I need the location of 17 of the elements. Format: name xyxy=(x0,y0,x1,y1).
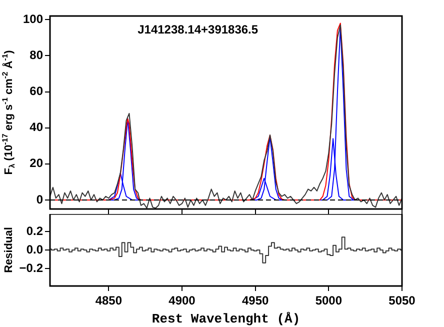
x-axis-title: Rest Wavelenght (Å) xyxy=(152,311,300,326)
y-tick-label: 100 xyxy=(22,12,44,26)
x-tick-label: 5050 xyxy=(388,294,416,308)
x-tick-label: 5000 xyxy=(315,294,342,308)
text: J141238.14+391836.5 xyxy=(138,22,258,36)
y-tick-label: 0.0 xyxy=(26,242,44,256)
y-tick-label: 60 xyxy=(30,84,44,98)
y-axis-title: Residual xyxy=(3,227,16,273)
y-tick-label: 20 xyxy=(30,156,44,170)
y-tick-label: −0.2 xyxy=(19,260,44,275)
x-tick-label: 4950 xyxy=(242,294,270,308)
y-tick-label: 40 xyxy=(30,120,44,134)
y-tick-label: 0 xyxy=(36,192,44,206)
x-tick-label: 4850 xyxy=(95,294,122,308)
y-tick-label: 0.2 xyxy=(26,224,44,238)
y-tick-label: 80 xyxy=(30,48,44,62)
x-tick-label: 4900 xyxy=(168,294,196,308)
